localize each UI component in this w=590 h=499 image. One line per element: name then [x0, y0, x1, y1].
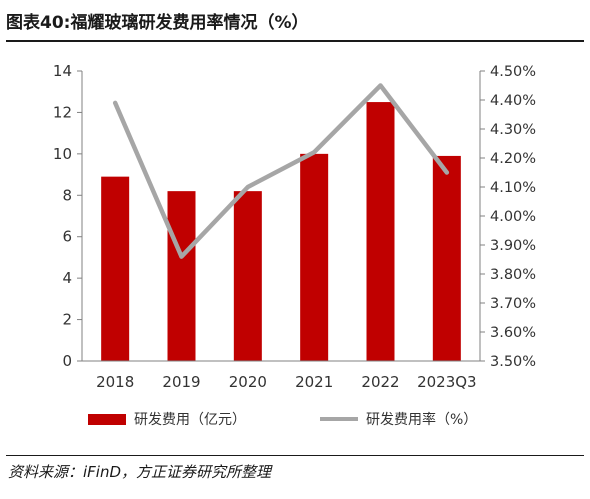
- legend-swatch-bar: [88, 413, 126, 425]
- right-tick-label: 4.20%: [490, 151, 536, 167]
- x-tick-label: 2018: [96, 373, 134, 391]
- figure-title: 图表40:福耀玻璃研发费用率情况（%）: [6, 13, 309, 33]
- legend-label-line: 研发费用率（%）: [366, 412, 478, 428]
- legend-item-line: 研发费用率（%）: [320, 409, 477, 429]
- x-tick-label: 2023Q3: [417, 373, 477, 391]
- x-tick-label: 2019: [162, 373, 200, 391]
- source-rule: [6, 455, 584, 456]
- source-note: 资料来源：iFinD，方正证券研究所整理: [8, 463, 272, 481]
- left-tick-label: 0: [62, 352, 72, 370]
- x-tick-label: 2020: [229, 373, 267, 391]
- line-series: [112, 83, 450, 259]
- legend-label-bar: 研发费用（亿元）: [134, 412, 246, 428]
- x-axis: 2018 2019 2020 2021 2022 2023Q3: [82, 360, 480, 391]
- right-tick-label: 4.40%: [490, 93, 536, 109]
- left-tick-label: 8: [62, 186, 72, 204]
- right-tick-label: 3.90%: [490, 238, 536, 254]
- bar: [366, 102, 395, 362]
- legend-item-bar: 研发费用（亿元）: [88, 409, 246, 429]
- series-line: [112, 83, 450, 259]
- right-tick-label: 3.60%: [490, 325, 536, 341]
- bar: [101, 176, 130, 361]
- legend-swatch-line: [320, 417, 358, 421]
- bar: [233, 191, 262, 361]
- left-tick-label: 2: [62, 311, 72, 329]
- left-tick-label: 4: [62, 269, 72, 287]
- right-tick-label: 4.50%: [490, 64, 536, 80]
- left-tick-label: 14: [53, 62, 72, 80]
- bar: [167, 191, 196, 361]
- right-tick-label: 4.00%: [490, 209, 536, 225]
- bar: [432, 155, 461, 361]
- left-y-axis: 0 2 4 6 8 10 12 14: [53, 62, 83, 370]
- right-tick-label: 3.70%: [490, 296, 536, 312]
- title-rule: [6, 40, 584, 42]
- right-tick-label: 3.80%: [490, 267, 536, 283]
- left-tick-label: 6: [62, 228, 72, 246]
- right-tick-label: 3.50%: [490, 354, 536, 370]
- left-tick-label: 12: [53, 103, 72, 121]
- right-y-axis: 3.50% 3.60% 3.70% 3.80% 3.90% 4.00% 4.10% 4.20%…: [479, 64, 536, 370]
- right-tick-label: 4.10%: [490, 180, 536, 196]
- left-tick-label: 10: [53, 145, 72, 163]
- bar: [300, 153, 329, 361]
- x-tick-label: 2022: [361, 373, 399, 391]
- right-tick-label: 4.30%: [490, 122, 536, 138]
- x-tick-label: 2021: [295, 373, 333, 391]
- bar-series: [101, 102, 461, 362]
